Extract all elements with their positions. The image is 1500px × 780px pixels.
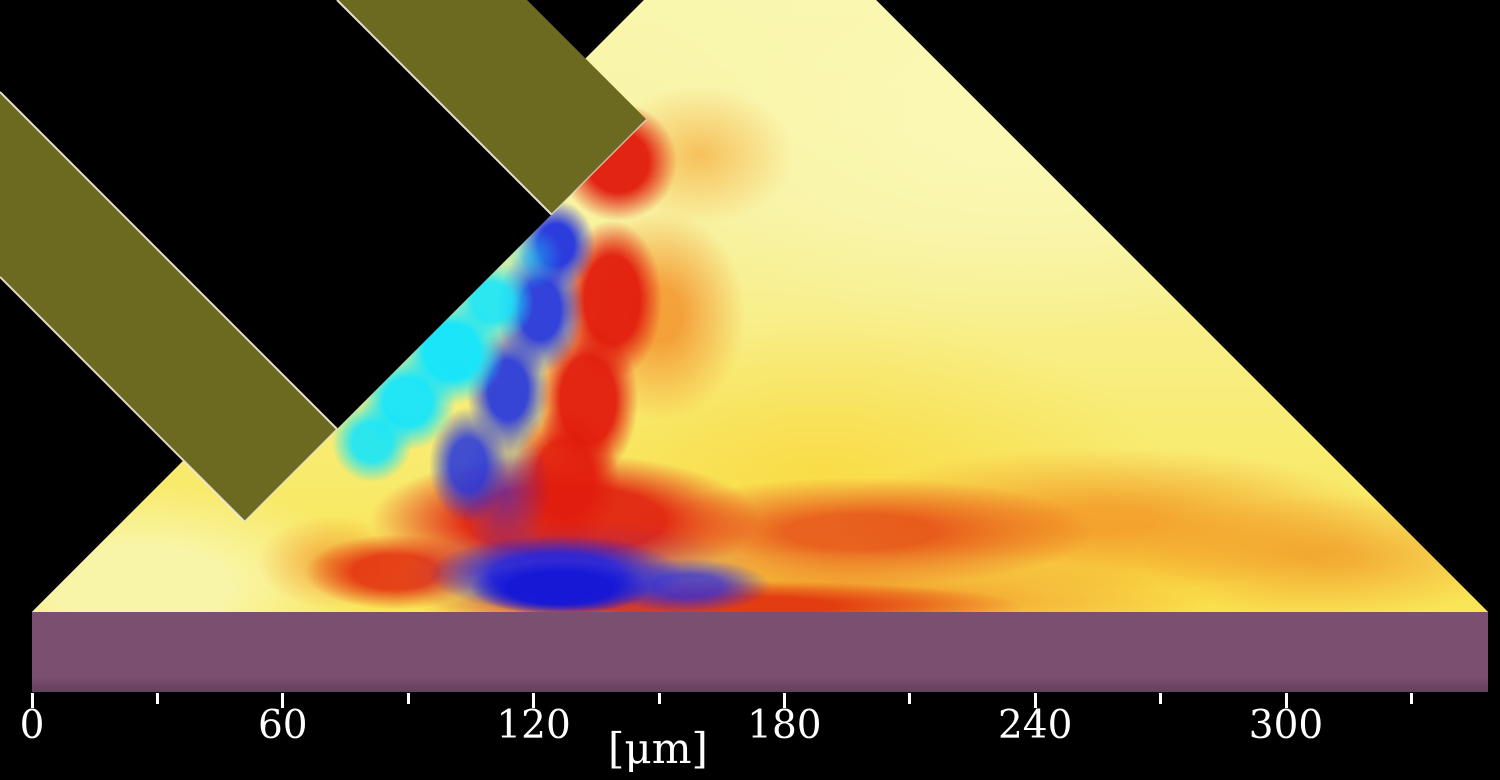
- minor-tick-90: [406, 693, 410, 704]
- minor-tick-270: [1159, 693, 1163, 704]
- tick-label-300: 300: [1248, 703, 1324, 748]
- tick-label-0: 0: [19, 703, 45, 748]
- tick-label-120: 120: [496, 703, 571, 748]
- x-axis-unit-label: [μm]: [608, 724, 708, 773]
- minor-tick-150: [657, 693, 661, 704]
- major-tick-240: [1033, 693, 1037, 708]
- major-tick-300: [1284, 693, 1288, 708]
- minor-tick-210: [908, 693, 912, 704]
- tick-label-240: 240: [997, 703, 1073, 748]
- major-tick-180: [782, 693, 786, 708]
- major-tick-120: [532, 693, 536, 708]
- minor-tick-30: [155, 693, 159, 704]
- minor-tick-330: [1409, 693, 1413, 704]
- major-tick-60: [281, 693, 285, 708]
- tick-label-180: 180: [747, 703, 822, 748]
- substrate-bar: [32, 612, 1488, 692]
- tick-label-60: 60: [257, 703, 308, 748]
- major-tick-0: [30, 693, 34, 708]
